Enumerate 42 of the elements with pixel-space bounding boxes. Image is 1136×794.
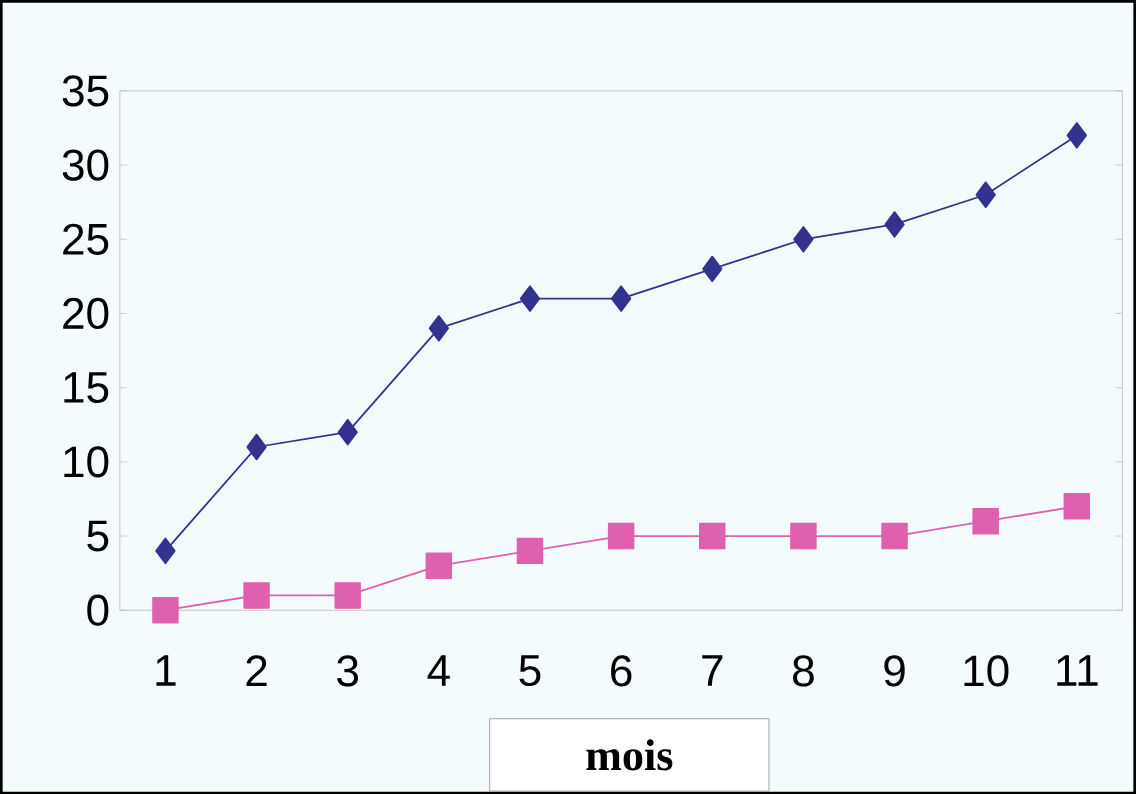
y-tick-label: 35 <box>62 75 109 107</box>
x-tick-label: 7 <box>702 655 723 686</box>
point <box>243 581 270 609</box>
point <box>516 537 544 564</box>
point <box>334 581 361 609</box>
y-tick-label: 30 <box>62 149 109 181</box>
y-tick-label: 20 <box>63 297 109 329</box>
y-tick-label: 5 <box>87 520 109 552</box>
point <box>790 522 817 550</box>
x-tick-label: 4 <box>427 655 450 686</box>
x-tick-label: 11 <box>1057 655 1098 686</box>
point <box>702 255 723 282</box>
point <box>1066 121 1087 149</box>
x-tick-label: 10 <box>964 655 1009 687</box>
point <box>425 552 453 579</box>
point <box>793 225 814 253</box>
x-tick-label: 9 <box>884 655 905 687</box>
y-tick-label: 0 <box>87 594 109 626</box>
point <box>428 314 450 342</box>
point <box>610 285 632 312</box>
x-tick-label: 5 <box>519 655 541 686</box>
point <box>881 522 908 550</box>
point <box>337 418 358 446</box>
point <box>1063 492 1091 520</box>
x-axis-title: mois <box>586 739 673 771</box>
y-tick-label: 15 <box>64 372 109 403</box>
x-tick-label: 1 <box>156 655 176 686</box>
y-tick-label: 25 <box>63 223 109 255</box>
point <box>972 507 999 535</box>
y-tick-label: 10 <box>64 446 109 478</box>
x-tick-label: 3 <box>337 655 359 687</box>
x-tick-label: 6 <box>611 655 632 687</box>
point <box>519 285 541 312</box>
point <box>975 181 996 208</box>
point <box>699 522 726 550</box>
x-tick-label: 2 <box>246 655 267 686</box>
point <box>152 596 179 624</box>
x-tick-label: 8 <box>793 655 814 687</box>
point <box>607 522 635 550</box>
point <box>246 433 267 461</box>
point <box>884 211 905 238</box>
point <box>155 537 176 564</box>
